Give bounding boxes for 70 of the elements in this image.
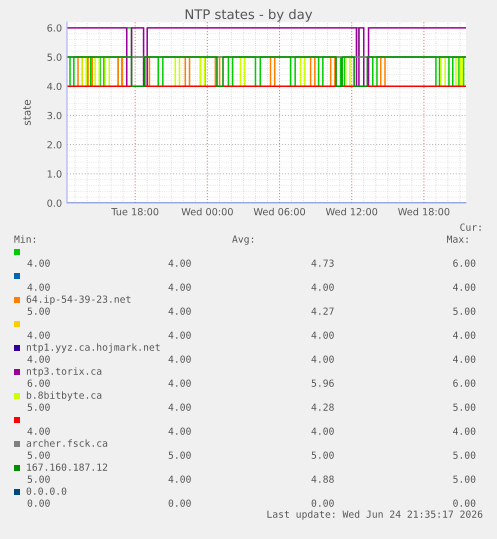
legend-label: b.8bitbyte.ca xyxy=(26,391,102,401)
text: 5.00 xyxy=(453,451,476,459)
text: 4.00 xyxy=(168,307,191,315)
text: 6.00 xyxy=(28,379,50,387)
text: 4.00 xyxy=(27,283,50,291)
text: 4.00 xyxy=(168,259,191,267)
text: Min: xyxy=(14,235,36,243)
y-tick-label: 2.0 xyxy=(47,141,62,148)
text: 6.00 xyxy=(453,379,476,387)
text: Max: xyxy=(446,236,468,243)
text: 4.00 xyxy=(311,355,334,363)
y-axis-title: state xyxy=(23,100,31,126)
text: 4.00 xyxy=(311,427,334,435)
text: 6.00 xyxy=(453,259,476,267)
text: 5.00 xyxy=(312,451,334,459)
text: 4.00 xyxy=(27,331,50,339)
text: 4.00 xyxy=(453,427,476,435)
y-tick-label: 0.0 xyxy=(47,199,62,207)
legend-label: ntp1.yyz.ca.hojmark.net xyxy=(26,343,160,353)
x-tick-label: Wed 06:00 xyxy=(254,208,306,216)
text: 5.00 xyxy=(453,403,476,411)
text: 4.00 xyxy=(311,283,334,291)
x-tick-label: Wed 18:00 xyxy=(398,208,450,216)
text: 4.00 xyxy=(311,331,334,339)
text: 0.00 xyxy=(168,499,191,507)
text: 5.00 xyxy=(28,475,50,483)
y-tick-label: 1.0 xyxy=(48,170,62,178)
x-tick-label: Wed 12:00 xyxy=(326,208,378,216)
legend-label: 64.ip-54-39-23.net xyxy=(26,295,130,305)
text: 0.00 xyxy=(312,499,334,507)
text: Avg: xyxy=(232,236,254,245)
text: 4.00 xyxy=(168,355,191,363)
legend-label: 0.0.0.0 xyxy=(26,487,66,495)
y-tick-label: 3.0 xyxy=(47,112,62,120)
text: 5.00 xyxy=(28,451,50,459)
text: 4.00 xyxy=(168,427,191,435)
text: 4.00 xyxy=(168,379,191,387)
text: 5.96 xyxy=(312,379,334,387)
chart-title: NTP states - by day xyxy=(186,8,312,22)
x-tick-label: Wed 00:00 xyxy=(182,208,233,216)
text: 4.00 xyxy=(453,283,476,291)
y-tick-label: 6.0 xyxy=(47,24,62,32)
text: 4.00 xyxy=(27,355,50,363)
y-tick-label: 4.0 xyxy=(47,82,62,90)
text: 5.00 xyxy=(453,475,476,483)
text: 4.00 xyxy=(168,283,191,291)
x-tick-label: Tue 18:00 xyxy=(111,208,158,216)
text: 0.00 xyxy=(28,499,50,507)
legend-label: 167.160.187.12 xyxy=(27,463,108,471)
text: 4.00 xyxy=(168,331,191,339)
text: Last update: Wed Jun 24 21:35:17 2026 xyxy=(267,510,482,520)
text: 5.00 xyxy=(453,307,476,315)
legend-label: archer.fsck.ca xyxy=(26,439,108,447)
text: 4.00 xyxy=(453,355,476,363)
legend-label: ntp3.torix.ca xyxy=(26,367,102,377)
text: 5.00 xyxy=(28,307,50,315)
text: 4.73 xyxy=(311,259,334,267)
y-tick-label: 5.0 xyxy=(47,54,62,61)
text: Cur: xyxy=(460,223,481,231)
text: 4.00 xyxy=(27,259,50,267)
text: 4.88 xyxy=(311,475,334,483)
text: 0.00 xyxy=(453,499,476,507)
text: 4.28 xyxy=(311,403,334,411)
text: 4.00 xyxy=(453,331,476,339)
text: 4.27 xyxy=(311,307,334,315)
text: 4.00 xyxy=(168,475,191,483)
text: 4.00 xyxy=(168,403,191,411)
text: 5.00 xyxy=(28,403,50,411)
text: 4.00 xyxy=(27,427,50,435)
text: 5.00 xyxy=(168,451,191,459)
